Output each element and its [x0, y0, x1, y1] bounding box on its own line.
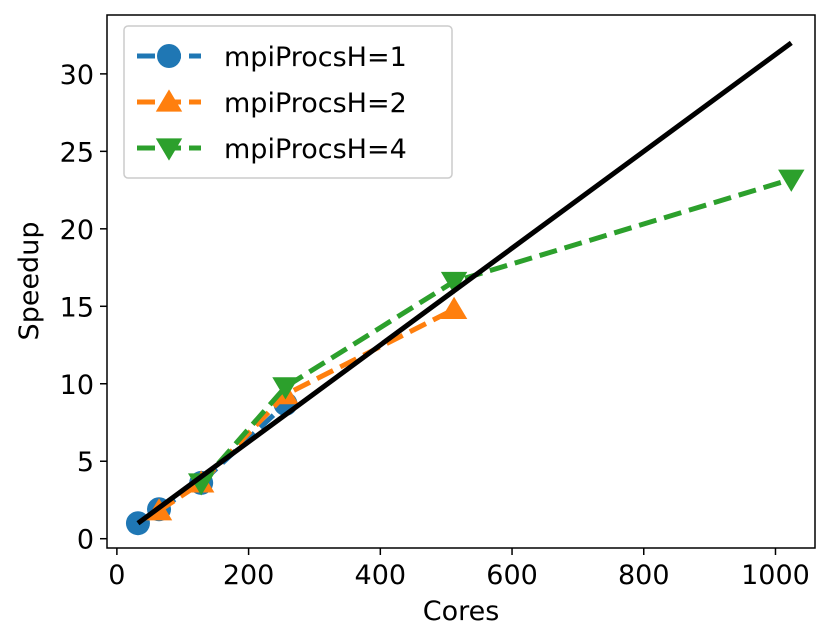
series-layer [125, 169, 805, 536]
reference-layer [136, 40, 793, 526]
legend-marker [155, 138, 183, 161]
legend-label: mpiProcsH=4 [224, 134, 407, 165]
x-axis-label: Cores [423, 596, 500, 627]
y-axis: 0 5 10 15 20 25 30 [60, 60, 107, 556]
plot-frame [106, 14, 816, 549]
data-point [272, 377, 299, 400]
y-tick-label: 15 [60, 292, 94, 323]
data-point [440, 271, 468, 295]
x-tick-label: 400 [355, 560, 407, 591]
x-tick-label: 200 [223, 560, 275, 591]
x-axis: 0 200 400 600 800 1000 [108, 548, 810, 591]
y-tick-label: 20 [60, 215, 94, 246]
x-tick-label: 600 [486, 560, 538, 591]
series-3 [187, 169, 805, 496]
series-2 [145, 296, 468, 521]
legend-item: mpiProcsH=1 [137, 42, 407, 73]
y-tick-label: 0 [77, 525, 94, 556]
x-tick-label: 800 [618, 560, 670, 591]
legend-marker [157, 44, 181, 68]
ideal-speedup-line [136, 40, 793, 526]
series-line [199, 176, 793, 485]
y-tick-label: 25 [60, 137, 94, 168]
legend-item: mpiProcsH=4 [137, 134, 407, 165]
legend: mpiProcsH=1 mpiProcsH=2 mpiProcsH=4 [123, 25, 453, 179]
y-axis-label: Speedup [14, 222, 45, 341]
legend-item: mpiProcsH=2 [137, 88, 407, 119]
legend-marker [155, 89, 183, 112]
legend-label: mpiProcsH=2 [224, 88, 407, 119]
y-tick-label: 30 [60, 60, 94, 91]
legend-label: mpiProcsH=1 [224, 42, 407, 73]
y-tick-label: 5 [77, 447, 94, 478]
data-point [440, 296, 468, 319]
legend-frame [123, 25, 453, 179]
x-tick-label: 0 [108, 560, 125, 591]
x-tick-label: 1000 [741, 560, 810, 591]
y-tick-label: 10 [60, 370, 94, 401]
data-point [778, 169, 805, 192]
